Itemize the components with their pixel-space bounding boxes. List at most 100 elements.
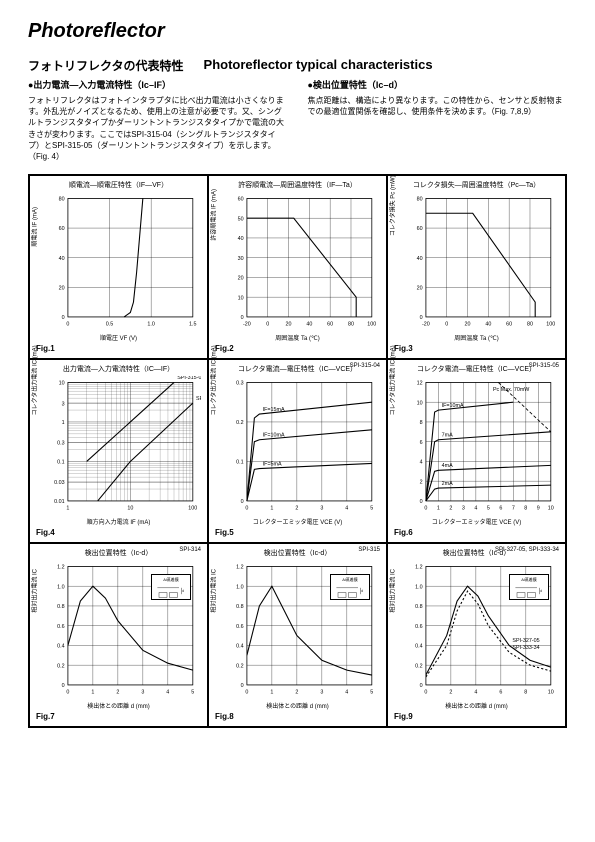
x-axis-label: 順方向入力電流 IF (mA)	[36, 517, 201, 526]
svg-text:IF=5mA: IF=5mA	[263, 461, 282, 467]
svg-text:1: 1	[270, 690, 273, 696]
svg-text:10: 10	[238, 295, 244, 301]
svg-text:10: 10	[417, 400, 423, 406]
fig-number: Fig.9	[394, 712, 559, 721]
svg-text:0.4: 0.4	[415, 644, 422, 650]
svg-text:0: 0	[62, 315, 65, 321]
subtitle-row: フォトリフレクタの代表特性 Photoreflector typical cha…	[28, 57, 567, 74]
chart-grid: 順電流―順電圧特性（IF―VF）順電流 IF (mA)00.51.01.5020…	[28, 174, 567, 728]
svg-text:80: 80	[59, 197, 65, 203]
svg-text:9: 9	[537, 506, 540, 512]
svg-text:8: 8	[524, 506, 527, 512]
x-axis-label: 周囲温度 Ta (℃)	[394, 333, 559, 342]
svg-text:0.8: 0.8	[57, 604, 64, 610]
subtitle-en: Photoreflector typical characteristics	[204, 57, 433, 74]
svg-text:0: 0	[420, 315, 423, 321]
svg-text:3: 3	[320, 690, 323, 696]
svg-text:0.01: 0.01	[54, 499, 64, 505]
svg-text:5: 5	[191, 690, 194, 696]
svg-text:0: 0	[266, 322, 269, 328]
svg-text:4: 4	[345, 690, 348, 696]
svg-text:8: 8	[524, 690, 527, 696]
section1-col: ●出力電流―入力電流特性（Ic–IF） フォトリフレクタはフォトインタラプタに比…	[28, 78, 288, 162]
svg-text:0.2: 0.2	[236, 663, 243, 669]
svg-text:0: 0	[62, 683, 65, 689]
chart-subtitle: SPI-315	[358, 547, 380, 553]
svg-text:5: 5	[370, 506, 373, 512]
chart-subtitle: SPI-314	[179, 547, 201, 553]
y-axis-label: 順電流 IF (mA)	[30, 207, 39, 247]
svg-text:0.5: 0.5	[106, 322, 113, 328]
chart-plot: 順電流 IF (mA)00.51.01.5020406080	[36, 192, 201, 332]
svg-text:0: 0	[245, 690, 248, 696]
chart-title: 検出位置特性（Ic-d）	[36, 548, 201, 558]
svg-text:20: 20	[465, 322, 471, 328]
svg-text:0.6: 0.6	[236, 624, 243, 630]
section2-bullet: ●検出位置特性（Ic–d）	[308, 78, 568, 91]
fig-number: Fig.7	[36, 712, 201, 721]
svg-text:0.3: 0.3	[57, 441, 64, 447]
svg-text:1.5: 1.5	[189, 322, 196, 328]
svg-text:4: 4	[474, 506, 477, 512]
fig-number: Fig.6	[394, 528, 559, 537]
svg-text:40: 40	[238, 236, 244, 242]
svg-text:2: 2	[295, 690, 298, 696]
svg-text:1.2: 1.2	[236, 565, 243, 571]
chart-cell-4: コレクタ電流―電圧特性（IC―VCE）SPI-315-04コレクタ出力電流 IC…	[208, 359, 387, 543]
svg-text:1: 1	[66, 506, 69, 512]
svg-text:IF=15mA: IF=15mA	[263, 407, 285, 413]
svg-text:0: 0	[66, 322, 69, 328]
svg-text:-20: -20	[422, 322, 430, 328]
chart-title: 出力電流―入力電流特性（IC―IF）	[36, 364, 201, 374]
svg-text:SPI-327-05: SPI-327-05	[512, 638, 539, 644]
svg-text:20: 20	[59, 286, 65, 292]
svg-text:3: 3	[141, 690, 144, 696]
y-axis-label: コレクタ出力電流 IC (mA)	[30, 345, 39, 415]
fig-number: Fig.4	[36, 528, 201, 537]
section2-desc: 焦点距離は、構造により異なります。この特性から、センサと反射物までの最適位置関係…	[308, 95, 568, 117]
svg-text:5: 5	[370, 690, 373, 696]
chart-cell-5: コレクタ電流―電圧特性（IC―VCE）SPI-315-05コレクタ出力電流 IC…	[387, 359, 566, 543]
svg-text:80: 80	[348, 322, 354, 328]
svg-text:0.8: 0.8	[236, 604, 243, 610]
svg-text:1: 1	[437, 506, 440, 512]
svg-text:1.0: 1.0	[57, 584, 64, 590]
svg-text:0.3: 0.3	[236, 381, 243, 387]
svg-text:8: 8	[420, 420, 423, 426]
x-axis-label: 検出体との距離 d (mm)	[394, 701, 559, 710]
svg-text:1.0: 1.0	[236, 584, 243, 590]
svg-text:0: 0	[420, 499, 423, 505]
svg-text:60: 60	[506, 322, 512, 328]
svg-text:0.8: 0.8	[415, 604, 422, 610]
chart-cell-3: 出力電流―入力電流特性（IC―IF）コレクタ出力電流 IC (mA)110100…	[29, 359, 208, 543]
x-axis-label: コレクターエミッタ電圧 VCE (V)	[215, 517, 380, 526]
svg-text:0.4: 0.4	[57, 644, 64, 650]
svg-text:4: 4	[474, 690, 477, 696]
svg-text:0.2: 0.2	[236, 420, 243, 426]
svg-text:20: 20	[286, 322, 292, 328]
svg-text:0: 0	[245, 506, 248, 512]
svg-text:12: 12	[417, 381, 423, 387]
svg-text:10: 10	[548, 690, 554, 696]
svg-text:100: 100	[367, 322, 376, 328]
svg-text:6: 6	[420, 440, 423, 446]
svg-text:100: 100	[188, 506, 197, 512]
chart-subtitle: SPI-327-05, SPI-333-34	[495, 547, 559, 553]
svg-text:0: 0	[445, 322, 448, 328]
x-axis-label: 順電圧 VF (V)	[36, 333, 201, 342]
svg-text:1: 1	[270, 506, 273, 512]
chart-title: 順電流―順電圧特性（IF―VF）	[36, 180, 201, 190]
chart-cell-6: 検出位置特性（Ic-d）SPI-314相対出力電流 IC01234500.20.…	[29, 543, 208, 727]
x-axis-label: 検出体との距離 d (mm)	[215, 701, 380, 710]
svg-text:d: d	[361, 589, 363, 593]
svg-text:0.2: 0.2	[415, 663, 422, 669]
svg-text:1: 1	[91, 690, 94, 696]
y-axis-label: コレクタ損失 Pc (mW)	[388, 175, 397, 236]
svg-text:1.2: 1.2	[57, 565, 64, 571]
fig-number: Fig.5	[215, 528, 380, 537]
svg-text:4: 4	[420, 460, 423, 466]
section2-col: ●検出位置特性（Ic–d） 焦点距離は、構造により異なります。この特性から、セン…	[308, 78, 568, 162]
svg-text:4mA: 4mA	[442, 463, 453, 469]
svg-text:60: 60	[327, 322, 333, 328]
svg-text:20: 20	[238, 276, 244, 282]
